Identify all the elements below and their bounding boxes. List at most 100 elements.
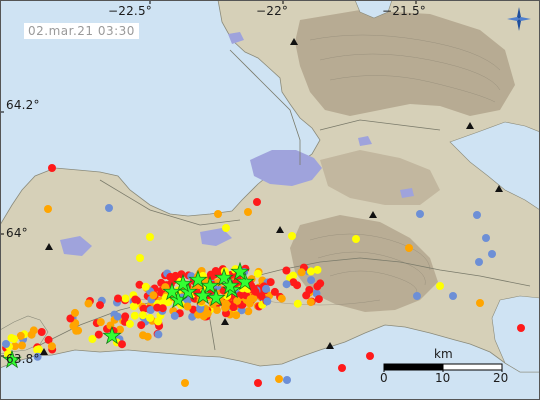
earthquake-marker — [166, 272, 175, 281]
earthquake-marker — [181, 379, 189, 387]
earthquake-marker — [121, 294, 130, 303]
triangle-marker-icon — [276, 226, 284, 233]
earthquake-marker — [146, 233, 154, 241]
earthquake-marker — [113, 312, 122, 321]
earthquake-marker — [154, 317, 163, 326]
earthquake-marker — [170, 311, 179, 320]
north-inlet — [354, 0, 393, 19]
earthquake-marker — [488, 250, 496, 258]
earthquake-marker — [282, 280, 291, 289]
earthquake-marker — [416, 210, 424, 218]
triangle-marker-icon — [369, 211, 377, 218]
green-star-icon — [188, 269, 208, 289]
earthquake-marker — [196, 305, 205, 313]
earthquake-marker — [475, 258, 483, 266]
earthquake-marker — [233, 296, 242, 305]
east-bay — [449, 121, 540, 211]
large-earthquake-markers — [2, 261, 255, 369]
earthquake-marker — [283, 376, 291, 384]
earthquake-marker — [139, 304, 148, 313]
earthquake-marker — [263, 297, 272, 306]
triangle-marker-icon — [326, 342, 334, 349]
earthquake-marker — [48, 164, 56, 172]
latitude-label: 63.8° — [6, 352, 40, 366]
triangle-marker-icon — [45, 243, 53, 250]
earthquake-marker — [18, 341, 26, 350]
green-star-icon — [193, 285, 213, 305]
earthquake-marker — [116, 325, 124, 334]
earthquake-marker — [130, 311, 139, 320]
green-star-icon — [220, 275, 240, 295]
scale-tick: 0 — [380, 371, 388, 385]
earthquake-marker — [517, 324, 525, 332]
earthquake-marker — [212, 306, 221, 314]
latitude-label: 64° — [6, 226, 28, 240]
earthquake-marker — [262, 284, 270, 293]
earthquake-marker — [94, 330, 103, 339]
earthquake-marker — [244, 307, 253, 316]
earthquake-marker — [253, 198, 261, 206]
earthquake-marker — [314, 295, 323, 304]
lake-thingvallavatn — [250, 150, 322, 186]
longitude-label: −21.5° — [382, 4, 426, 18]
earthquake-marker — [203, 309, 212, 318]
triangle-markers — [40, 38, 503, 355]
earthquake-marker — [413, 292, 421, 300]
earthquake-marker — [222, 302, 231, 311]
earthquake-marker — [405, 244, 413, 252]
green-star-icon — [206, 287, 226, 307]
earthquake-marker — [44, 205, 52, 213]
earthquake-marker — [482, 234, 490, 242]
earthquake-marker — [277, 294, 286, 303]
earthquake-marker — [289, 278, 298, 287]
earthquake-marker — [222, 224, 230, 232]
earthquake-marker — [297, 268, 306, 277]
earthquake-marker — [141, 282, 150, 291]
green-star-icon — [162, 281, 182, 301]
lake-small-3 — [400, 188, 414, 198]
map-timestamp: 02.mar.21 03:30 — [24, 23, 139, 39]
earthquake-marker — [352, 235, 360, 243]
earthquake-marker — [135, 280, 144, 289]
frame-ticks — [0, 0, 417, 357]
earthquake-marker — [229, 303, 238, 312]
green-star-icon — [200, 275, 220, 295]
lake-small-2 — [358, 136, 372, 146]
earthquake-marker — [251, 287, 260, 296]
earthquake-marker — [149, 291, 158, 300]
earthquake-marker — [33, 352, 42, 361]
lake-small-1 — [228, 32, 244, 44]
earthquake-marker — [177, 270, 186, 279]
earthquake-marker — [138, 311, 147, 320]
triangle-marker-icon — [40, 348, 48, 355]
earthquake-marker — [2, 340, 10, 348]
scale-tick: 20 — [493, 371, 509, 385]
green-star-icon — [102, 325, 122, 345]
earthquake-marker — [118, 340, 126, 349]
earthquake-marker — [288, 232, 296, 240]
earthquake-marker — [313, 265, 322, 274]
triangle-marker-icon — [466, 122, 474, 129]
earthquake-marker — [306, 267, 315, 276]
earthquake-marker — [105, 204, 113, 212]
earthquake-marker — [136, 254, 144, 262]
latitude-label: 64.2° — [6, 98, 40, 112]
longitude-label: −22° — [256, 4, 289, 18]
green-star-icon — [173, 273, 193, 293]
lake-west — [60, 236, 92, 256]
earthquake-marker — [96, 318, 105, 327]
green-star-icon — [2, 349, 22, 369]
earthquake-marker — [153, 303, 162, 312]
earthquake-marker — [254, 379, 262, 387]
earthquake-marker — [257, 292, 266, 300]
earthquake-marker — [245, 299, 254, 308]
earthquake-marker — [125, 319, 134, 328]
scale-bar — [383, 363, 503, 372]
earthquake-marker — [47, 342, 56, 351]
green-star-icon — [235, 271, 255, 291]
earthquake-marker — [29, 326, 38, 335]
earthquake-marker — [183, 302, 192, 311]
earthquake-marker — [275, 375, 283, 383]
